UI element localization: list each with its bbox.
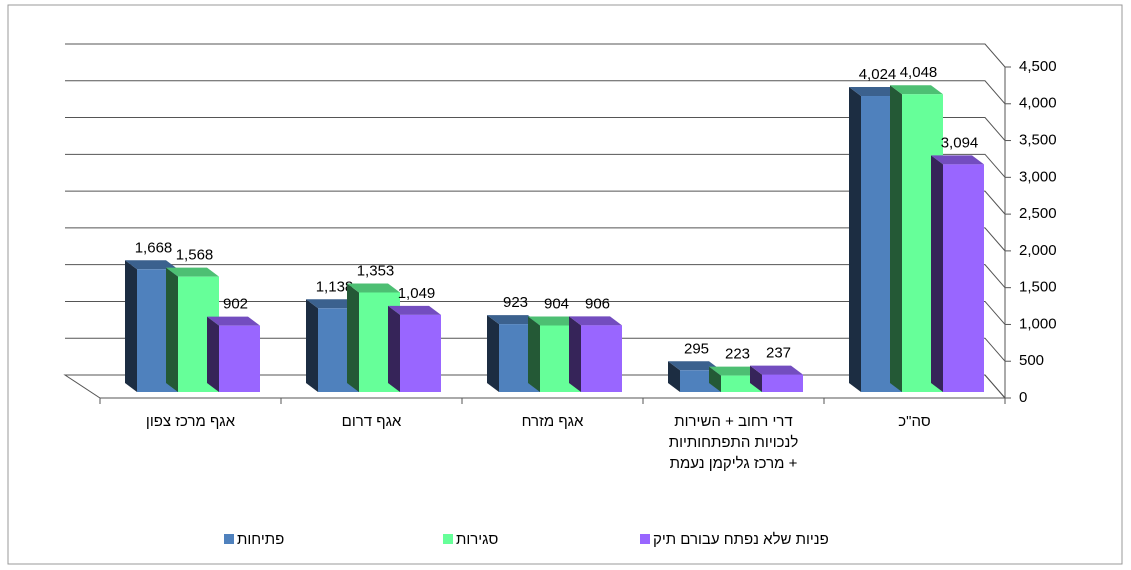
grid-line bbox=[65, 190, 1006, 215]
bar-side bbox=[166, 267, 178, 392]
bar bbox=[569, 316, 622, 392]
legend-swatch bbox=[224, 534, 234, 544]
y-tick-label: 4,500 bbox=[1019, 58, 1057, 75]
bar-top bbox=[709, 366, 762, 376]
x-tick-label: אגף דרום bbox=[342, 413, 402, 430]
value-label: 1,668 bbox=[135, 239, 173, 256]
y-tick-label: 0 bbox=[1019, 389, 1027, 406]
value-label: 3,094 bbox=[941, 134, 979, 151]
y-tick-label: 3,500 bbox=[1019, 132, 1057, 149]
value-label: 1,138 bbox=[316, 278, 354, 295]
bar-top bbox=[166, 267, 219, 277]
bar-top bbox=[528, 316, 581, 326]
bar-top bbox=[207, 316, 260, 326]
bar-side bbox=[709, 366, 721, 392]
bar-side bbox=[890, 85, 902, 393]
bar-top bbox=[388, 305, 441, 315]
bar-side bbox=[388, 305, 400, 392]
bar-side bbox=[207, 316, 219, 392]
x-tick-label: דרי רחוב + השירות לנכויות התפתחותיות + מרכ… bbox=[669, 413, 799, 472]
value-label: 906 bbox=[585, 295, 610, 312]
bar-top bbox=[569, 316, 622, 326]
bar-front bbox=[400, 314, 441, 392]
value-label: 223 bbox=[725, 346, 750, 363]
bar-side bbox=[125, 260, 137, 392]
x-tick-label-line: סה"כ bbox=[898, 413, 931, 430]
y-tick-label: 3,000 bbox=[1019, 168, 1057, 185]
legend-label: פניות שלא נפתח עבורם תיק bbox=[653, 531, 829, 548]
value-label: 1,049 bbox=[398, 285, 436, 302]
y-tick-label: 500 bbox=[1019, 352, 1044, 369]
x-tick-label: סה"כ bbox=[898, 413, 931, 430]
bar-side bbox=[569, 316, 581, 392]
bar-top bbox=[347, 283, 400, 293]
bar-side bbox=[668, 361, 680, 392]
value-label: 237 bbox=[766, 345, 791, 362]
x-tick-label-line: דרי רחוב + השירות bbox=[674, 413, 792, 430]
value-label: 1,568 bbox=[176, 247, 214, 264]
x-tick-label: אגף מרכז צפון bbox=[146, 413, 236, 430]
value-label: 902 bbox=[223, 296, 248, 313]
x-tick-label-line: + מרכז גליקמן נעמת bbox=[670, 455, 798, 472]
legend-swatch bbox=[640, 534, 650, 544]
bar-side bbox=[931, 155, 943, 392]
bar-top bbox=[306, 299, 359, 309]
x-tick-label-line: אגף מזרח bbox=[522, 413, 584, 430]
value-label: 4,048 bbox=[900, 64, 938, 81]
bar-side bbox=[750, 365, 762, 392]
bar bbox=[750, 365, 803, 392]
y-tick-label: 2,500 bbox=[1019, 205, 1057, 222]
bar-front bbox=[762, 374, 803, 392]
bar-side bbox=[528, 316, 540, 392]
bar-front bbox=[581, 325, 622, 392]
bar-top bbox=[750, 365, 803, 375]
value-label: 923 bbox=[503, 294, 528, 311]
x-tick-label-line: אגף דרום bbox=[342, 413, 402, 430]
bar-side bbox=[306, 299, 318, 392]
y-tick-label: 4,000 bbox=[1019, 95, 1057, 112]
bar-top bbox=[668, 361, 721, 371]
legend-label: פתיחות bbox=[237, 531, 284, 548]
bar-side bbox=[347, 283, 359, 392]
value-label: 4,024 bbox=[859, 66, 897, 83]
bar-top bbox=[487, 315, 540, 325]
bar bbox=[388, 305, 441, 392]
legend-swatch bbox=[443, 534, 453, 544]
bar-top bbox=[931, 155, 984, 165]
x-tick-label-line: לנכויות התפתחותיות bbox=[669, 434, 799, 451]
value-label: 904 bbox=[544, 295, 569, 312]
bar-front bbox=[943, 164, 984, 392]
bar-top bbox=[125, 260, 178, 270]
value-label: 1,353 bbox=[357, 262, 395, 279]
grid-line bbox=[65, 264, 1006, 288]
x-tick-label: אגף מזרח bbox=[522, 413, 584, 430]
y-tick-label: 1,500 bbox=[1019, 279, 1057, 296]
bar bbox=[207, 316, 260, 392]
grid-line bbox=[65, 117, 1006, 141]
grid-line bbox=[65, 153, 1006, 178]
grid-line bbox=[65, 43, 1006, 68]
bar-top bbox=[849, 87, 902, 97]
grid-line bbox=[65, 80, 1006, 105]
bar-side bbox=[849, 87, 861, 392]
bar-side bbox=[487, 315, 499, 392]
x-tick-label-line: אגף מרכז צפון bbox=[146, 413, 236, 430]
y-tick-label: 1,000 bbox=[1019, 315, 1057, 332]
legend-label: סגירות bbox=[456, 531, 499, 548]
y-tick-label: 2,000 bbox=[1019, 242, 1057, 259]
grid-line bbox=[65, 227, 1006, 252]
bar-front bbox=[219, 325, 260, 392]
bar-top bbox=[890, 85, 943, 95]
bar bbox=[931, 155, 984, 392]
value-label: 295 bbox=[684, 340, 709, 357]
